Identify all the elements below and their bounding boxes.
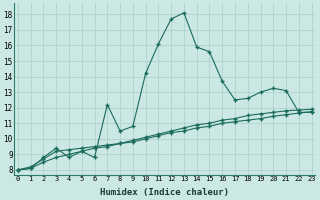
X-axis label: Humidex (Indice chaleur): Humidex (Indice chaleur) <box>100 188 229 197</box>
